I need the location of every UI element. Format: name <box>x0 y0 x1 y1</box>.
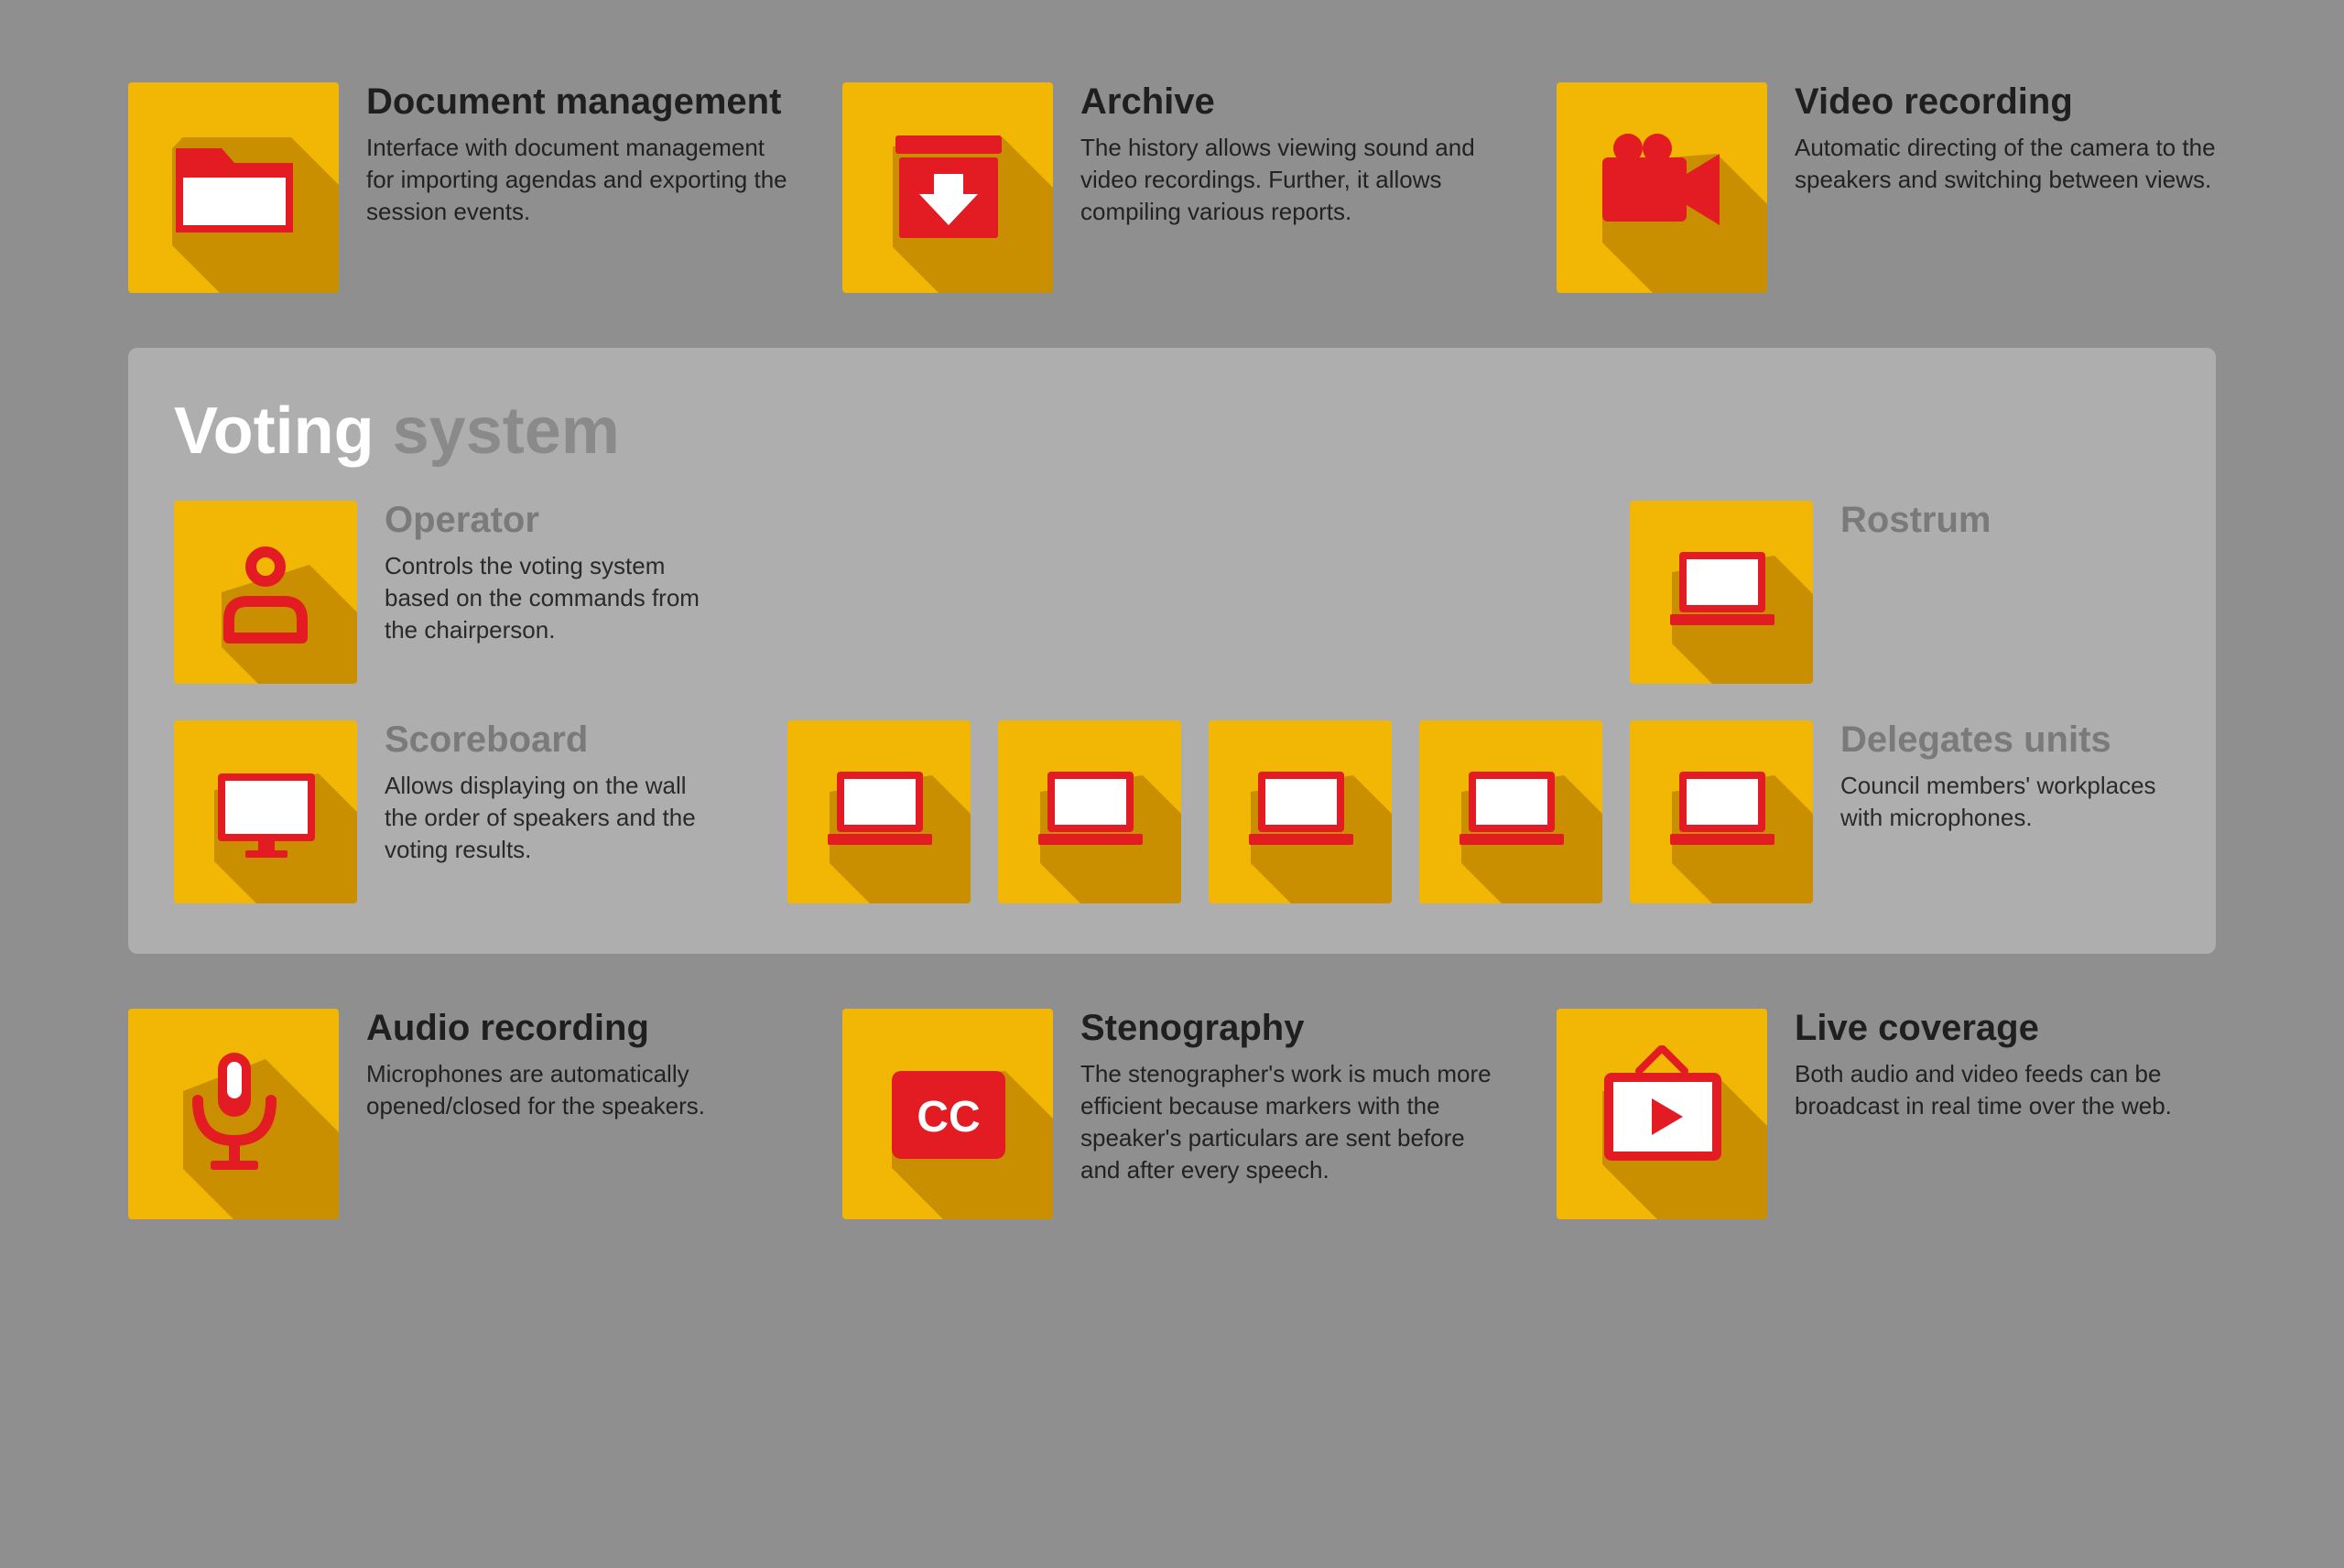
laptop-icon <box>1630 720 1813 903</box>
panel-title: Voting system <box>174 394 2170 469</box>
feature-title: Operator <box>385 501 714 539</box>
archive-icon <box>842 82 1053 293</box>
feature-body: The stenographer's work is much more eff… <box>1080 1058 1502 1186</box>
feature-title: Document management <box>366 82 787 121</box>
feature-audio-recording: Audio recording Microphones are automa­t… <box>128 1009 787 1219</box>
laptop-icon <box>787 720 971 903</box>
feature-document-management: Document management Interface with docum… <box>128 82 787 293</box>
delegates-laptop-strip <box>787 720 1602 903</box>
panel-row-2: Scoreboard Allows displaying on the wall… <box>174 720 2170 903</box>
feature-title: Stenography <box>1080 1009 1502 1047</box>
feature-title: Audio recording <box>366 1009 787 1047</box>
feature-title: Live coverage <box>1795 1009 2216 1047</box>
laptop-icon <box>998 720 1181 903</box>
folder-icon <box>128 82 339 293</box>
feature-body: Allows displaying on the wall the order … <box>385 770 714 866</box>
camera-icon <box>1557 82 1767 293</box>
feature-title: Archive <box>1080 82 1502 121</box>
feature-delegates-units: Delegates units Council members' work­pl… <box>1630 720 2170 903</box>
feature-scoreboard: Scoreboard Allows displaying on the wall… <box>174 720 714 903</box>
laptop-icon <box>1419 720 1602 903</box>
panel-row-1: Operator Controls the voting system base… <box>174 501 2170 684</box>
laptop-icon <box>1630 501 1813 684</box>
cc-icon <box>842 1009 1053 1219</box>
feature-body: Both audio and video feeds can be broadc… <box>1795 1058 2216 1122</box>
feature-body: Council members' work­places with microp… <box>1840 770 2170 834</box>
feature-stenography: Stenography The stenographer's work is m… <box>842 1009 1502 1219</box>
operator-icon <box>174 501 357 684</box>
laptop-icon <box>1209 720 1392 903</box>
feature-body: Interface with document management for i… <box>366 132 787 228</box>
tv-icon <box>1557 1009 1767 1219</box>
feature-video-recording: Video recording Automatic directing of t… <box>1557 82 2216 293</box>
bottom-row: Audio recording Microphones are automa­t… <box>128 1009 2216 1219</box>
feature-title: Delegates units <box>1840 720 2170 759</box>
feature-archive: Archive The history allows viewing sound… <box>842 82 1502 293</box>
feature-body: The history allows viewing sound and vid… <box>1080 132 1502 228</box>
feature-title: Video recording <box>1795 82 2216 121</box>
feature-body: Automatic directing of the camera to the… <box>1795 132 2216 196</box>
panel-title-word2: system <box>393 395 620 468</box>
feature-title: Rostrum <box>1840 501 2170 539</box>
feature-rostrum: Rostrum <box>1630 501 2170 684</box>
top-row: Document management Interface with docum… <box>128 82 2216 293</box>
feature-live-coverage: Live coverage Both audio and video feeds… <box>1557 1009 2216 1219</box>
panel-title-word1: Voting <box>174 395 374 468</box>
mic-icon <box>128 1009 339 1219</box>
feature-body: Microphones are automa­tically opened/cl… <box>366 1058 787 1122</box>
feature-body: Controls the voting system based on the … <box>385 550 714 646</box>
feature-title: Scoreboard <box>385 720 714 759</box>
voting-system-panel: Voting system Operator Controls the voti… <box>128 348 2216 954</box>
scoreboard-icon <box>174 720 357 903</box>
feature-operator: Operator Controls the voting system base… <box>174 501 714 684</box>
